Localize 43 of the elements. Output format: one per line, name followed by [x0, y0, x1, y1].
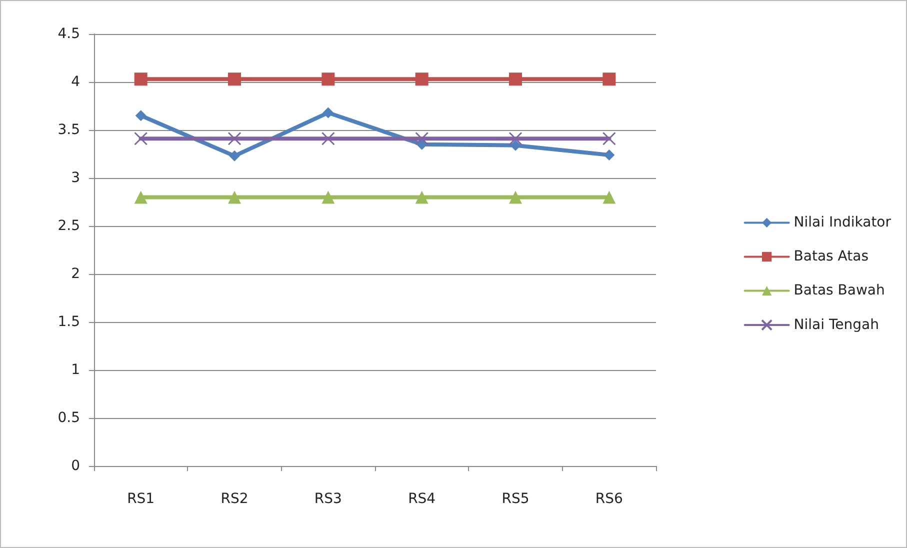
- point: [415, 72, 428, 86]
- point: [228, 190, 241, 204]
- point: [228, 72, 241, 86]
- y-tick-label: 2.5: [58, 218, 80, 234]
- point: [508, 132, 522, 146]
- y-tick-label: 2: [71, 266, 80, 282]
- point: [602, 72, 616, 86]
- point: [135, 110, 146, 122]
- legend-label: Nilai Tengah: [794, 317, 879, 333]
- point: [321, 132, 335, 146]
- point: [602, 190, 616, 204]
- x-tick-label: RS3: [314, 491, 342, 507]
- point: [509, 190, 522, 204]
- point: [509, 72, 522, 86]
- legend-label: Nilai Indikator: [794, 214, 892, 231]
- x-tick-label: RS1: [127, 491, 155, 507]
- y-tick-label: 0.5: [58, 410, 80, 426]
- point: [322, 72, 335, 86]
- point: [228, 132, 242, 146]
- y-tick-label: 3: [71, 170, 80, 186]
- x-tick-label: RS4: [408, 491, 436, 507]
- x-tick-label: RS2: [220, 491, 248, 507]
- y-tick-label: 3.5: [58, 122, 80, 138]
- y-tick-label: 0: [71, 458, 80, 474]
- point: [134, 72, 148, 86]
- point: [322, 190, 335, 204]
- x-tick-label: RS5: [502, 491, 530, 507]
- point: [134, 132, 148, 146]
- point: [229, 150, 240, 162]
- point: [415, 190, 428, 204]
- legend-label: Batas Bawah: [794, 282, 885, 299]
- point: [134, 190, 148, 204]
- x-tick-label: RS6: [595, 491, 624, 507]
- point: [602, 132, 616, 146]
- y-tick-label: 1: [71, 362, 80, 378]
- y-tick-label: 4: [71, 74, 80, 90]
- point: [322, 107, 334, 118]
- point: [415, 132, 429, 146]
- point: [510, 140, 521, 151]
- point: [604, 149, 615, 160]
- y-tick-label: 4.5: [58, 26, 80, 42]
- legend-label: Batas Atas: [794, 248, 869, 265]
- y-tick-label: 1.5: [58, 314, 80, 330]
